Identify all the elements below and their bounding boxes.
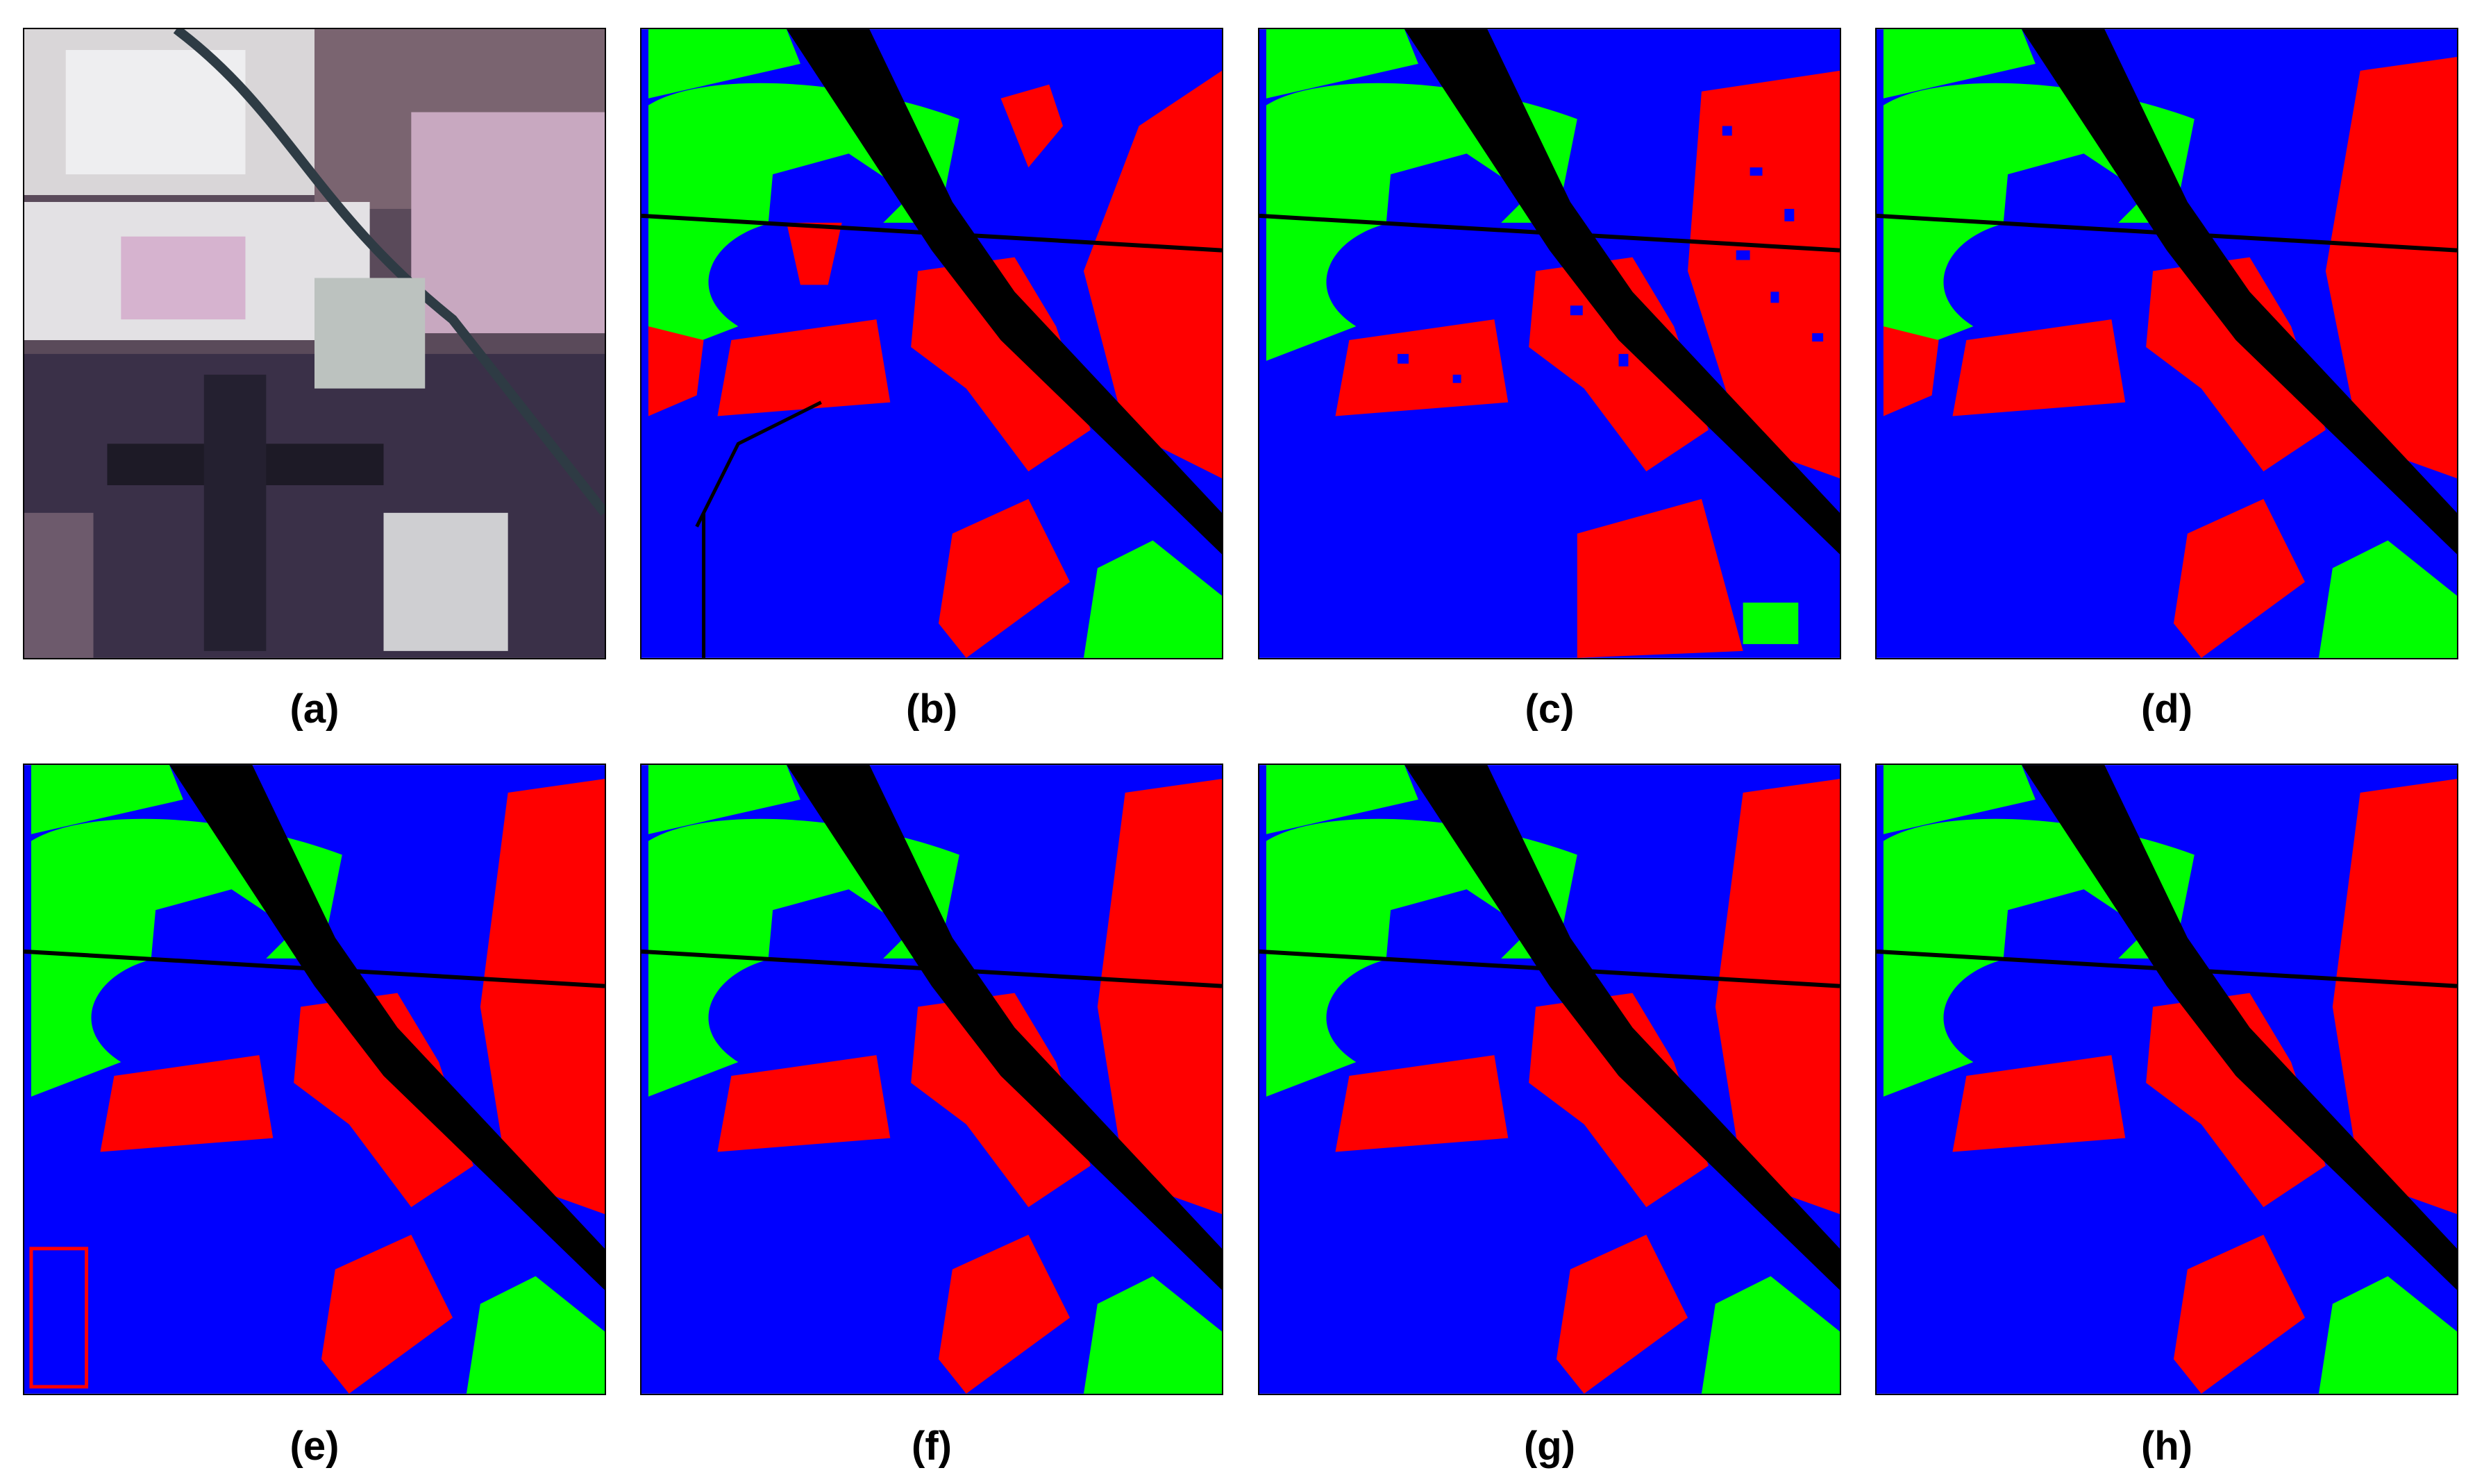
satellite-image [23, 28, 606, 659]
panel-a-satellite-image [23, 28, 606, 659]
panel-g-classification-map [1258, 764, 1841, 1395]
classification-map [640, 764, 1223, 1395]
classification-map [23, 764, 606, 1395]
panel-d-classification-map [1875, 28, 2458, 659]
panel-f-classification-map [640, 764, 1223, 1395]
panel-c-classification-map [1258, 28, 1841, 659]
panel-h-classification-map [1875, 764, 2458, 1395]
classification-map [1875, 28, 2458, 659]
classification-map [1258, 28, 1841, 659]
panel-label: (e) [290, 1424, 339, 1469]
classification-map [640, 28, 1223, 659]
panel-label: (g) [1523, 1424, 1576, 1469]
panel-label: (h) [2140, 1424, 2193, 1469]
classification-map [1875, 764, 2458, 1395]
panel-e-classification-map [23, 764, 606, 1395]
panel-label: (a) [290, 686, 339, 732]
panel-label: (d) [2140, 686, 2193, 732]
panel-label: (c) [1525, 686, 1575, 732]
panel-b-classification-map [640, 28, 1223, 659]
panel-label: (f) [912, 1424, 952, 1469]
classification-map [1258, 764, 1841, 1395]
panel-label: (b) [905, 686, 958, 732]
